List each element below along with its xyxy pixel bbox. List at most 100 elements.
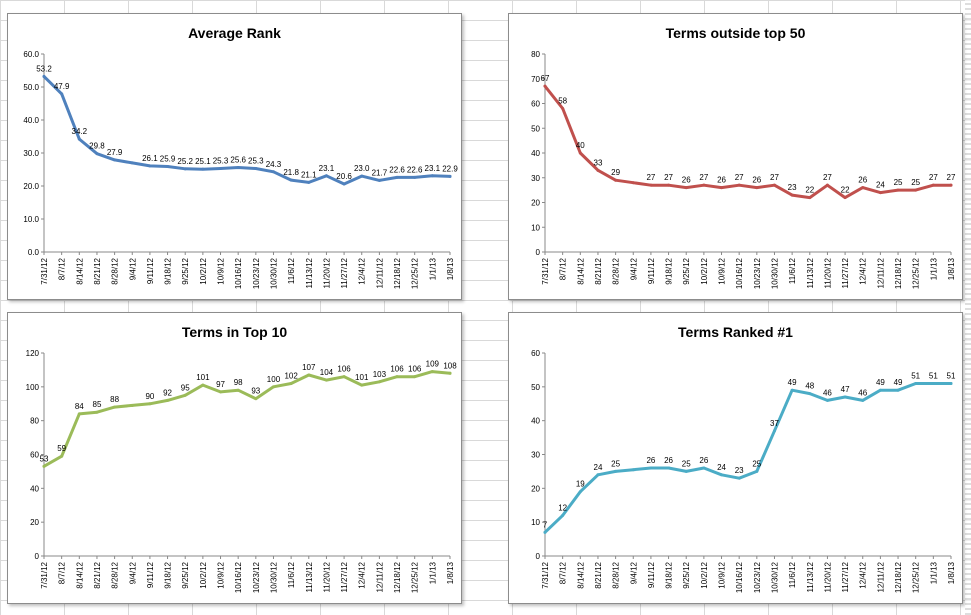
data-label: 25 (682, 459, 691, 468)
x-tick-label: 10/23/12 (252, 257, 261, 289)
data-point (148, 402, 152, 406)
data-label: 108 (443, 361, 457, 370)
y-tick-label: 20 (531, 199, 540, 208)
data-point (772, 183, 776, 187)
data-point (113, 158, 117, 162)
data-point (219, 390, 223, 394)
data-label: 53.2 (36, 64, 52, 73)
data-point (808, 196, 812, 200)
y-tick-label: 0.0 (28, 248, 40, 257)
chart-average-rank[interactable]: Average Rank 0.0 10.0 20.0 30.0 40.0 50.0 60.0 7… (7, 13, 462, 300)
x-tick-label: 8/28/12 (612, 561, 621, 588)
data-label: 26 (682, 176, 691, 185)
x-tick-label: 12/25/12 (912, 257, 921, 289)
x-tick-label: 9/18/12 (665, 561, 674, 588)
x-tick-label: 8/28/12 (111, 561, 120, 588)
data-label: 27 (646, 173, 655, 182)
data-point (77, 137, 81, 141)
data-point (596, 473, 600, 477)
data-point (737, 183, 741, 187)
y-tick-label: 40.0 (23, 116, 39, 125)
x-tick-label: 8/21/12 (93, 257, 102, 284)
data-label: 22.6 (407, 165, 423, 174)
data-label: 21.7 (372, 168, 388, 177)
x-tick-label: 1/1/13 (428, 561, 437, 584)
data-label: 19 (576, 480, 585, 489)
y-tick-label: 30 (531, 451, 540, 460)
data-label: 23.1 (425, 164, 441, 173)
data-label: 26 (717, 176, 726, 185)
x-tick-label: 9/4/12 (629, 561, 638, 584)
data-point (236, 166, 240, 170)
x-tick-label: 7/31/12 (40, 561, 49, 588)
y-tick-label: 60 (30, 451, 39, 460)
data-point (878, 191, 882, 195)
data-label: 24.3 (266, 160, 282, 169)
data-label: 27 (947, 173, 956, 182)
data-label: 21.8 (283, 168, 299, 177)
data-point (631, 181, 635, 185)
x-tick-label: 12/25/12 (411, 561, 420, 593)
data-point (790, 388, 794, 392)
data-point (271, 385, 275, 389)
data-label: 29 (611, 168, 620, 177)
x-tick-label: 10/23/12 (252, 561, 261, 593)
data-label: 101 (196, 373, 210, 382)
x-tick-label: 10/16/12 (234, 257, 243, 289)
x-tick-label: 1/1/13 (428, 257, 437, 280)
x-tick-label: 10/2/12 (700, 561, 709, 588)
x-tick-label: 7/31/12 (40, 257, 49, 284)
data-label: 95 (181, 383, 190, 392)
data-point (649, 183, 653, 187)
data-label: 21.1 (301, 170, 317, 179)
x-tick-label: 11/27/12 (841, 561, 850, 592)
x-tick-label: 8/28/12 (612, 257, 621, 284)
data-label: 51 (911, 371, 920, 380)
chart-terms-outside-top-50[interactable]: Terms outside top 50 0 10 20 30 40 50 60 70 80 7/3… (508, 13, 963, 300)
x-tick-label: 9/4/12 (128, 561, 137, 584)
y-tick-label: 60.0 (23, 50, 39, 59)
x-tick-label: 11/6/12 (788, 257, 797, 284)
y-tick-label: 40 (531, 417, 540, 426)
data-point (543, 530, 547, 534)
x-tick-label: 12/18/12 (894, 561, 903, 593)
data-label: 103 (373, 370, 387, 379)
data-label: 104 (320, 368, 334, 377)
x-tick-label: 12/18/12 (393, 257, 402, 289)
data-point (649, 466, 653, 470)
x-tick-label: 10/16/12 (234, 561, 243, 593)
data-label: 25.3 (248, 157, 264, 166)
data-point (896, 188, 900, 192)
data-point (561, 106, 565, 110)
x-tick-label: 8/7/12 (559, 257, 568, 280)
y-tick-label: 120 (26, 349, 40, 358)
x-tick-label: 9/25/12 (181, 561, 190, 588)
data-label: 27 (664, 173, 673, 182)
x-tick-label: 9/25/12 (682, 561, 691, 588)
x-tick-label: 8/21/12 (594, 257, 603, 284)
data-label: 23 (788, 183, 797, 192)
chart-terms-in-top-10[interactable]: Terms in Top 10 0 20 40 60 80 100 120 7/31/12 8/7… (7, 312, 462, 604)
x-tick-label: 10/30/12 (269, 561, 278, 593)
data-label: 29.8 (89, 142, 105, 151)
x-tick-label: 10/16/12 (735, 257, 744, 289)
data-label: 22 (841, 186, 850, 195)
data-label: 106 (390, 365, 404, 374)
data-label: 24 (717, 463, 726, 472)
data-label: 109 (426, 360, 440, 369)
x-tick-label: 1/8/13 (446, 561, 455, 584)
data-label: 27 (823, 173, 832, 182)
data-label: 20.6 (336, 172, 352, 181)
data-point (825, 398, 829, 402)
chart-svg-terms-outside-top-50: Terms outside top 50 0 10 20 30 40 50 60 70 80 7/3… (531, 25, 956, 289)
data-label: 27 (735, 173, 744, 182)
data-point (324, 378, 328, 382)
data-point (861, 398, 865, 402)
data-label: 25.9 (160, 155, 176, 164)
data-label: 49 (788, 378, 797, 387)
chart-terms-ranked-1[interactable]: Terms Ranked #1 0 10 20 30 40 50 60 7/31/12 8/7/1… (508, 312, 963, 604)
x-tick-label: 8/14/12 (75, 257, 84, 284)
x-tick-label: 11/6/12 (788, 561, 797, 588)
data-label: 24 (594, 463, 603, 472)
y-tick-label: 0 (536, 552, 541, 561)
